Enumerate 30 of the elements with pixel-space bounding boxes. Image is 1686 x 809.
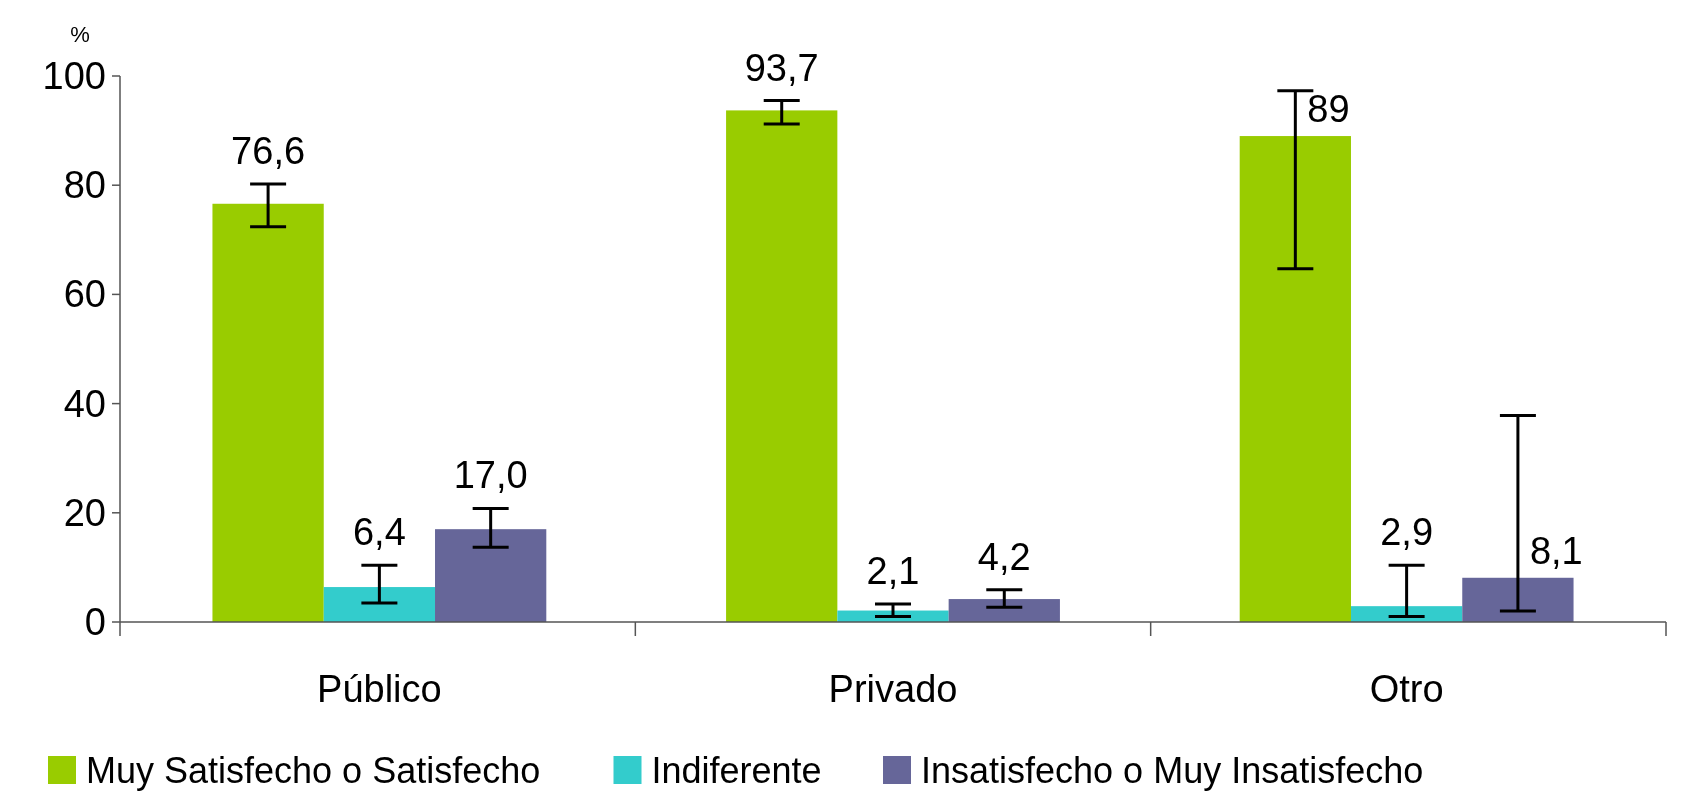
- data-label: 4,2: [977, 535, 1031, 578]
- bar: [726, 110, 838, 622]
- data-label: 2,9: [1380, 511, 1434, 554]
- y-tick-label: 100: [42, 55, 106, 97]
- y-tick-label: 0: [84, 601, 106, 643]
- data-label: 2,1: [866, 549, 920, 592]
- x-tick-label: Privado: [828, 668, 958, 710]
- y-axis-title: %: [70, 22, 90, 47]
- y-tick-label: 60: [63, 273, 106, 316]
- x-tick-label: Otro: [1369, 668, 1444, 710]
- legend-label: Indiferente: [651, 750, 822, 791]
- data-label: 8,1: [1529, 529, 1583, 572]
- data-label: 93,7: [744, 46, 819, 89]
- y-tick-label: 20: [63, 491, 106, 534]
- bar: [1462, 577, 1574, 622]
- bar: [1239, 136, 1351, 622]
- legend-label: Insatisfecho o Muy Insatisfecho: [921, 750, 1424, 791]
- data-label: 89: [1307, 88, 1350, 131]
- legend-label: Muy Satisfecho o Satisfecho: [86, 750, 541, 791]
- data-label: 76,6: [231, 130, 306, 173]
- y-tick-label: 40: [63, 382, 106, 425]
- bar: [948, 599, 1060, 622]
- bar: [323, 587, 436, 622]
- bar: [212, 203, 324, 622]
- bar: [1350, 606, 1463, 622]
- data-label: 17,0: [453, 454, 528, 497]
- bar: [435, 529, 547, 622]
- x-tick-label: Público: [317, 668, 442, 710]
- y-tick-label: 80: [63, 164, 106, 207]
- data-label: 6,4: [352, 511, 406, 554]
